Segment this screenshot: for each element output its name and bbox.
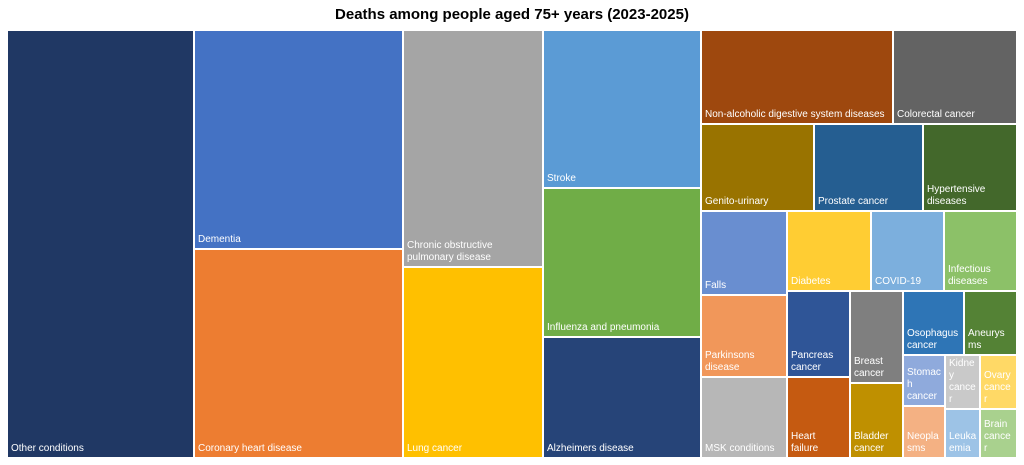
tile-label: Heart failure xyxy=(791,431,819,454)
tile-msk-conditions: MSK conditions xyxy=(702,378,786,457)
tile-label: Falls xyxy=(705,280,726,291)
tile-label: Genito-urinary xyxy=(705,196,768,207)
tile-lung-cancer: Lung cancer xyxy=(404,268,542,457)
tile-label: Non-alcoholic digestive system diseases xyxy=(705,109,885,120)
tile-label: Colorectal cancer xyxy=(897,109,975,120)
tile-chronic-obstructive-pulmonary-disease: Chronic obstructive pulmonary disease xyxy=(404,31,542,266)
tile-label: Lung cancer xyxy=(407,443,463,454)
tile-label: Infectious diseases xyxy=(948,264,991,287)
tile-label: Stomac h cancer xyxy=(907,367,941,402)
tile-rect xyxy=(815,125,922,210)
tile-rect xyxy=(702,378,786,457)
tile-rect xyxy=(945,212,1016,290)
tile-label: COVID-19 xyxy=(875,276,922,287)
tile-genito-urinary: Genito-urinary xyxy=(702,125,813,210)
tile-other-conditions: Other conditions xyxy=(8,31,193,457)
tile-diabetes: Diabetes xyxy=(788,212,870,290)
tile-label: Influenza and pneumonia xyxy=(547,322,660,333)
tile-leukaemia: Leuka emia xyxy=(946,410,979,457)
tile-rect xyxy=(904,292,963,354)
tile-colorectal-cancer: Colorectal cancer xyxy=(894,31,1016,123)
tile-label: Coronary heart disease xyxy=(198,443,302,454)
tile-label: Hypertensive diseases xyxy=(927,184,986,207)
tile-label: Aneurys ms xyxy=(968,328,1005,351)
tile-label: Other conditions xyxy=(11,443,84,454)
tile-rect xyxy=(544,31,700,187)
tile-infectious-diseases: Infectious diseases xyxy=(945,212,1016,290)
tile-label: Prostate cancer xyxy=(818,196,889,207)
tile-label: Breast cancer xyxy=(854,356,885,379)
tile-rect xyxy=(924,125,1016,210)
tile-prostate-cancer: Prostate cancer xyxy=(815,125,922,210)
tile-rect xyxy=(8,31,193,457)
tile-osophagus-cancer: Osophagus cancer xyxy=(904,292,963,354)
tile-label: Chronic obstructive pulmonary disease xyxy=(407,240,493,263)
tile-label: Pancreas cancer xyxy=(791,350,833,373)
tile-covid-19: COVID-19 xyxy=(872,212,943,290)
tile-ovary-cancer: Ovary cance r xyxy=(981,356,1016,408)
tile-rect xyxy=(904,407,944,457)
tile-dementia: Dementia xyxy=(195,31,402,248)
tile-rect xyxy=(851,292,902,382)
tile-hypertensive-diseases: Hypertensive diseases xyxy=(924,125,1016,210)
tile-non-alcoholic-digestive-system-diseases: Non-alcoholic digestive system diseases xyxy=(702,31,892,123)
tile-alzheimers-disease: Alzheimers disease xyxy=(544,338,700,457)
tile-label: Parkinsons disease xyxy=(705,350,754,373)
tile-rect xyxy=(702,125,813,210)
tile-label: Osophagus cancer xyxy=(907,328,958,351)
tile-rect xyxy=(788,212,870,290)
tile-pancreas-cancer: Pancreas cancer xyxy=(788,292,849,376)
tile-rect xyxy=(788,378,849,457)
tile-rect xyxy=(544,189,700,336)
tile-rect xyxy=(702,212,786,294)
tile-rect xyxy=(946,356,979,408)
tile-label: Brain cance r xyxy=(984,419,1011,454)
tile-label: Stroke xyxy=(547,173,576,184)
tile-stomach-cancer: Stomac h cancer xyxy=(904,356,944,405)
tile-parkinsons-disease: Parkinsons disease xyxy=(702,296,786,376)
tile-coronary-heart-disease: Coronary heart disease xyxy=(195,250,402,457)
tile-bladder-cancer: Bladder cancer xyxy=(851,384,902,457)
tile-rect xyxy=(788,292,849,376)
tile-rect xyxy=(702,296,786,376)
tile-rect xyxy=(894,31,1016,123)
tile-rect xyxy=(702,31,892,123)
tile-label: Neopla sms xyxy=(907,431,939,454)
tile-rect xyxy=(851,384,902,457)
tile-label: Diabetes xyxy=(791,276,830,287)
tile-rect xyxy=(981,356,1016,408)
tile-aneurysms: Aneurys ms xyxy=(965,292,1016,354)
tile-kidney-cancer: Kidne y cance r xyxy=(946,356,979,408)
tile-brain-cancer: Brain cance r xyxy=(981,410,1016,457)
tile-heart-failure: Heart failure xyxy=(788,378,849,457)
tile-label: Ovary cance r xyxy=(984,370,1011,405)
tile-rect xyxy=(404,31,542,266)
tile-rect xyxy=(904,356,944,405)
tile-rect xyxy=(981,410,1016,457)
tile-label: Dementia xyxy=(198,234,241,245)
tile-rect xyxy=(946,410,979,457)
tile-label: Alzheimers disease xyxy=(547,443,634,454)
tile-influenza-and-pneumonia: Influenza and pneumonia xyxy=(544,189,700,336)
tile-breast-cancer: Breast cancer xyxy=(851,292,902,382)
tile-label: Leuka emia xyxy=(949,431,977,454)
tile-neoplasms: Neopla sms xyxy=(904,407,944,457)
tile-label: Kidne y cance r xyxy=(949,358,976,405)
tile-label: Bladder cancer xyxy=(854,431,889,454)
tile-rect xyxy=(544,338,700,457)
tile-label: MSK conditions xyxy=(705,443,774,454)
tile-stroke: Stroke xyxy=(544,31,700,187)
chart-title: Deaths among people aged 75+ years (2023… xyxy=(335,6,689,23)
tile-rect xyxy=(965,292,1016,354)
tile-rect xyxy=(404,268,542,457)
tile-rect xyxy=(195,250,402,457)
tile-falls: Falls xyxy=(702,212,786,294)
tile-rect xyxy=(872,212,943,290)
tile-rect xyxy=(195,31,402,248)
